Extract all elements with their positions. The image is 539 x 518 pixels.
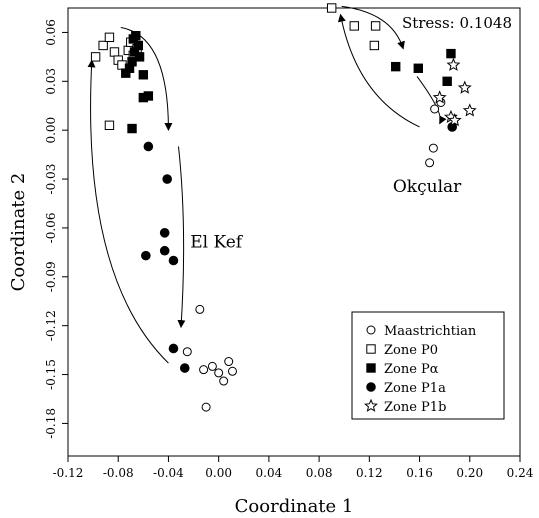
point-zone-p1a bbox=[159, 228, 170, 238]
x-axis-ticks: -0.12 -0.08 -0.04 0.00 0.04 0.08 0.12 0.16 0.20 0… bbox=[53, 456, 534, 480]
point-zone-p0 bbox=[349, 21, 359, 31]
point-zone-palpha bbox=[128, 34, 138, 44]
point-zone-p1b bbox=[457, 80, 472, 94]
point-zone-p0 bbox=[109, 47, 120, 57]
y-tick-label: 0.00 bbox=[44, 117, 58, 144]
annotation-okcular: Okçular bbox=[393, 177, 462, 197]
legend-box bbox=[351, 311, 505, 420]
stress-label: Stress: 0.1048 bbox=[402, 14, 512, 32]
point-zone-palpha bbox=[127, 57, 137, 67]
point-zone-palpha bbox=[446, 48, 456, 59]
x-tick-label: 0.08 bbox=[306, 466, 333, 480]
point-maastrichtian bbox=[430, 104, 440, 114]
point-maastrichtian bbox=[195, 304, 205, 314]
x-tick-label: 0.20 bbox=[456, 466, 483, 480]
point-zone-palpha bbox=[127, 123, 137, 134]
legend-marker bbox=[366, 363, 376, 373]
y-tick-label: -0.18 bbox=[44, 408, 58, 439]
point-maastrichtian bbox=[201, 402, 211, 412]
x-tick-label: -0.12 bbox=[53, 466, 84, 480]
point-zone-palpha bbox=[391, 61, 401, 72]
x-tick-label: -0.04 bbox=[153, 466, 184, 480]
y-tick-label: -0.06 bbox=[44, 213, 58, 244]
y-tick-label: -0.09 bbox=[44, 261, 58, 292]
data-points bbox=[90, 3, 477, 412]
y-tick-label: 0.03 bbox=[44, 68, 58, 95]
point-zone-p0 bbox=[326, 3, 337, 13]
point-zone-p0 bbox=[104, 120, 115, 130]
point-maastrichtian bbox=[207, 361, 217, 371]
x-tick-label: 0.04 bbox=[256, 466, 283, 480]
legend-label-zone-p1b: Zone P1b bbox=[384, 400, 446, 415]
trajectory-arrow bbox=[177, 146, 186, 329]
y-axis-title: Coordinate 2 bbox=[8, 173, 29, 292]
point-maastrichtian bbox=[224, 357, 234, 367]
plot-frame bbox=[67, 7, 521, 457]
point-zone-palpha bbox=[143, 91, 154, 101]
point-maastrichtian bbox=[214, 368, 224, 378]
legend-items bbox=[364, 325, 378, 412]
point-zone-p1a bbox=[141, 250, 151, 261]
point-zone-palpha bbox=[442, 76, 452, 87]
point-zone-p1a bbox=[162, 174, 172, 184]
point-zone-p1b bbox=[462, 103, 477, 117]
legend-label-zone-p0: Zone P0 bbox=[384, 343, 438, 358]
trajectory-arrow bbox=[337, 13, 420, 128]
y-tick-label: -0.03 bbox=[44, 164, 58, 195]
point-zone-p1a bbox=[179, 363, 190, 373]
legend-label-maastrichtian: Maastrichtian bbox=[384, 324, 477, 339]
point-zone-p1b bbox=[447, 113, 462, 127]
point-zone-palpha bbox=[133, 40, 144, 51]
y-tick-label: 0.06 bbox=[44, 19, 58, 46]
x-tick-label: 0.16 bbox=[406, 466, 433, 480]
legend-label-zone-palpha: Zone Pα bbox=[384, 362, 439, 377]
y-axis-ticks: 0.06 0.03 0.00 -0.03 -0.06 -0.09 -0.12 -0.15 -0.… bbox=[44, 19, 68, 439]
annotation-el-kef: El Kef bbox=[190, 232, 244, 252]
legend-marker bbox=[366, 325, 376, 335]
point-zone-p1a bbox=[143, 141, 154, 152]
trajectory-arrow bbox=[341, 5, 405, 50]
legend-marker bbox=[366, 344, 376, 354]
x-tick-label: 0.00 bbox=[205, 466, 232, 480]
point-zone-palpha bbox=[138, 70, 149, 80]
y-tick-label: -0.12 bbox=[44, 310, 58, 341]
point-zone-palpha bbox=[413, 63, 424, 73]
x-tick-label: 0.24 bbox=[507, 466, 534, 480]
point-zone-p1a bbox=[159, 245, 170, 256]
point-zone-p1b bbox=[446, 57, 461, 71]
point-zone-p0 bbox=[90, 52, 101, 62]
legend-marker bbox=[364, 398, 378, 412]
y-tick-label: -0.15 bbox=[44, 359, 58, 390]
trajectory-arrow bbox=[120, 27, 173, 131]
point-zone-p0 bbox=[370, 21, 381, 31]
point-zone-p1a bbox=[168, 255, 179, 266]
x-axis-title: Coordinate 1 bbox=[235, 496, 354, 517]
point-zone-p0 bbox=[98, 40, 108, 51]
point-maastrichtian bbox=[219, 376, 229, 386]
point-maastrichtian bbox=[199, 365, 209, 375]
point-maastrichtian bbox=[182, 347, 192, 357]
legend-marker bbox=[366, 382, 376, 392]
point-maastrichtian bbox=[227, 366, 237, 376]
point-zone-p0 bbox=[369, 40, 380, 51]
point-maastrichtian bbox=[428, 143, 438, 153]
legend: Maastrichtian Zone P0 Zone Pα Zone P1a Z… bbox=[351, 311, 505, 420]
x-tick-label: 0.12 bbox=[356, 466, 383, 480]
point-maastrichtian bbox=[425, 158, 435, 168]
point-zone-p1a bbox=[168, 343, 179, 354]
point-zone-palpha bbox=[134, 52, 145, 62]
legend-label-zone-p1a: Zone P1a bbox=[384, 381, 446, 396]
point-zone-p0 bbox=[104, 32, 115, 43]
x-tick-label: -0.08 bbox=[103, 466, 134, 480]
point-zone-p1b bbox=[432, 90, 447, 104]
trajectory-arrow bbox=[87, 59, 169, 364]
